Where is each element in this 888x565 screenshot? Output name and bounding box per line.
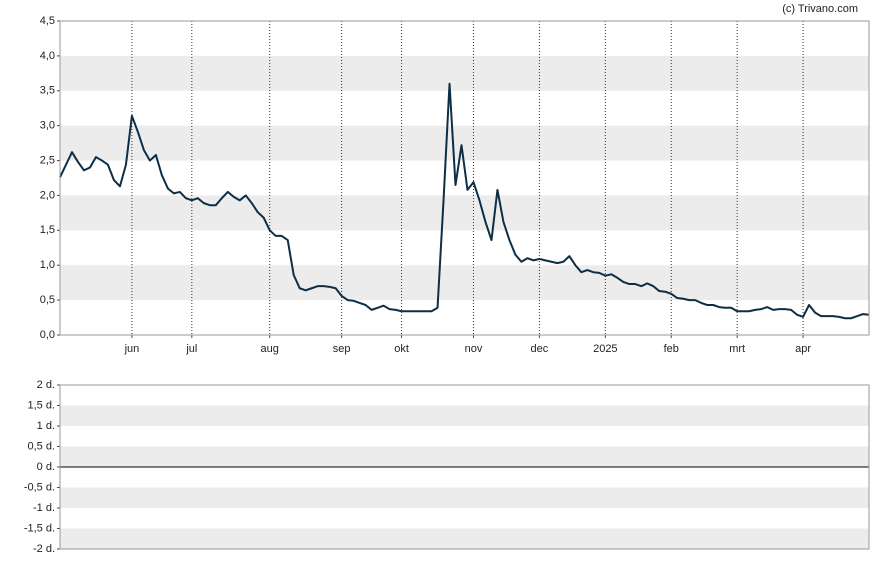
- x-tick-label: okt: [394, 343, 409, 355]
- grid-band: [60, 125, 869, 161]
- grid-band: [60, 487, 869, 508]
- y-tick-label: 1,0: [40, 259, 55, 271]
- y-tick-label: 0 d.: [37, 461, 55, 473]
- price-line: [59, 82, 870, 320]
- y-tick-label: 1,5: [40, 224, 55, 236]
- y-tick-label: 2 d.: [37, 379, 55, 391]
- y-tick-label: 0,0: [40, 329, 55, 341]
- y-tick-label: -1 d.: [33, 502, 55, 514]
- x-tick-label: jun: [124, 343, 140, 355]
- x-tick-label: feb: [664, 343, 679, 355]
- x-tick-label: apr: [795, 343, 811, 355]
- grid-band: [60, 195, 869, 231]
- y-tick-label: 0,5 d.: [27, 440, 55, 452]
- grid-band: [60, 405, 869, 426]
- y-tick-label: 4,0: [40, 50, 55, 62]
- source-credit: (c) Trivano.com: [782, 3, 858, 15]
- x-tick-label: 2025: [593, 343, 617, 355]
- grid-band: [60, 55, 869, 91]
- grid-band: [60, 528, 869, 549]
- y-tick-label: 1 d.: [37, 420, 55, 432]
- x-tick-label: sep: [333, 343, 351, 355]
- y-tick-label: 2,5: [40, 154, 55, 166]
- x-tick-label: aug: [261, 343, 279, 355]
- plot-frame: [59, 20, 870, 336]
- plot-frame: [59, 384, 870, 550]
- x-tick-label: dec: [531, 343, 549, 355]
- y-tick-label: -2 d.: [33, 543, 55, 555]
- y-tick-label: -1,5 d.: [24, 522, 55, 534]
- y-tick-label: 3,0: [40, 120, 55, 132]
- y-tick-label: 3,5: [40, 85, 55, 97]
- x-tick-label: mrt: [729, 343, 745, 355]
- grid-band: [60, 446, 869, 467]
- y-tick-label: 0,5: [40, 294, 55, 306]
- x-tick-label: nov: [465, 343, 483, 355]
- x-tick-label: jul: [185, 343, 197, 355]
- y-tick-label: 2,0: [40, 189, 55, 201]
- y-tick-label: 1,5 d.: [27, 399, 55, 411]
- grid-band: [60, 265, 869, 301]
- y-tick-label: 4,5: [40, 15, 55, 27]
- y-tick-label: -0,5 d.: [24, 481, 55, 493]
